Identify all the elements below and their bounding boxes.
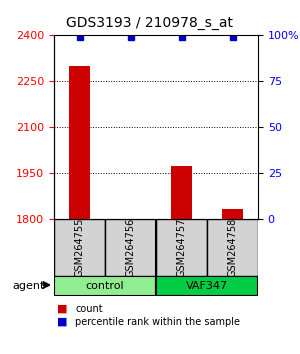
Text: GSM264758: GSM264758 [227,218,238,278]
FancyBboxPatch shape [54,219,105,276]
FancyBboxPatch shape [156,276,258,296]
Text: GSM264756: GSM264756 [125,218,136,278]
Bar [171,166,192,219]
Bar [69,66,90,219]
Text: ■: ■ [57,304,68,314]
Text: GDS3193 / 210978_s_at: GDS3193 / 210978_s_at [67,16,233,30]
Text: count: count [75,304,103,314]
Text: GSM264755: GSM264755 [74,218,85,278]
FancyBboxPatch shape [105,219,156,276]
Text: control: control [86,281,124,291]
Bar [222,209,243,219]
Text: ■: ■ [57,317,68,327]
FancyBboxPatch shape [156,219,207,276]
Text: percentile rank within the sample: percentile rank within the sample [75,317,240,327]
FancyBboxPatch shape [54,276,156,296]
Text: GSM264757: GSM264757 [176,218,187,278]
Text: agent: agent [12,281,44,291]
FancyBboxPatch shape [207,219,258,276]
Text: VAF347: VAF347 [186,281,228,291]
